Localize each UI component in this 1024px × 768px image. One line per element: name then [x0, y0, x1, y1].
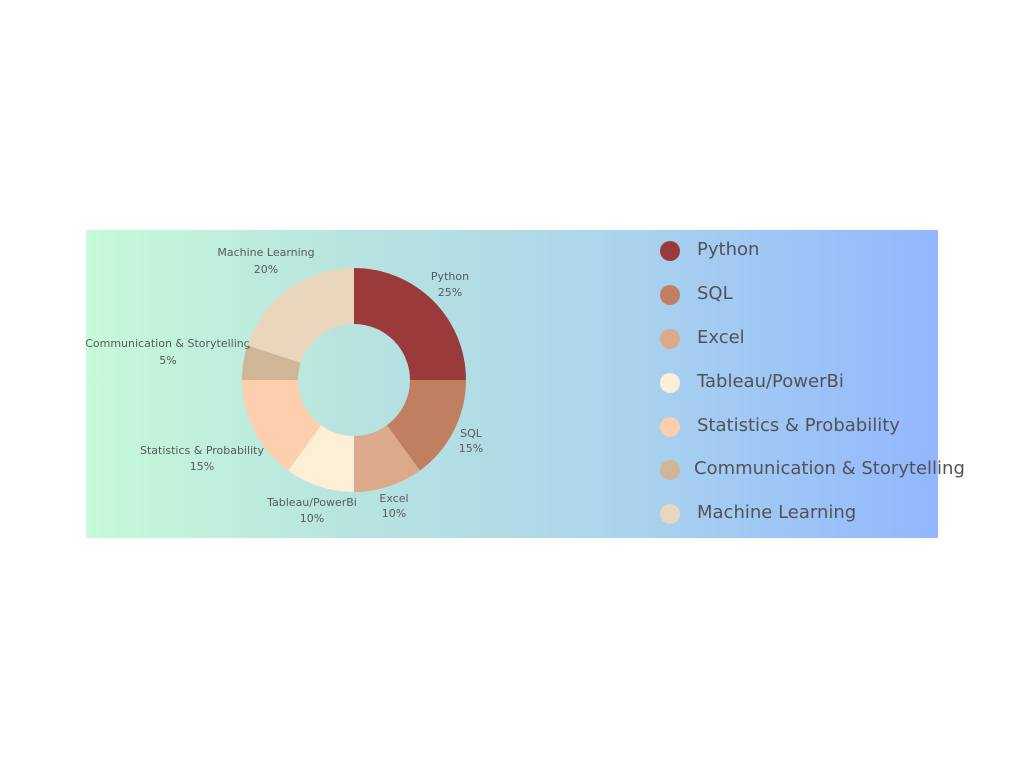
legend-swatch	[660, 460, 680, 480]
slice-label-sql: SQL	[460, 427, 483, 440]
legend-swatch	[660, 329, 680, 349]
slice-label-machine-learning: Machine Learning	[217, 246, 314, 259]
legend-swatch	[660, 241, 680, 261]
legend-label: Excel	[697, 327, 745, 348]
legend-label: Machine Learning	[697, 502, 857, 523]
slice-sql	[386, 380, 466, 471]
legend-label: Statistics & Probability	[697, 415, 900, 436]
legend-label: Tableau/PowerBi	[697, 371, 844, 392]
slice-value-python: 25%	[438, 286, 462, 299]
legend-swatch	[660, 373, 680, 393]
slice-python	[354, 268, 466, 380]
legend-label: SQL	[697, 283, 733, 304]
slice-label-tableau-powerbi: Tableau/PowerBi	[266, 496, 357, 509]
slice-label-excel: Excel	[379, 492, 408, 505]
legend-swatch	[660, 504, 680, 524]
legend-swatch	[660, 285, 680, 305]
slice-machine-learning	[247, 268, 354, 363]
slice-excel	[354, 425, 420, 493]
slice-label-statistics-and-probability: Statistics & Probability	[140, 444, 264, 457]
slice-value-excel: 10%	[382, 507, 406, 520]
slice-label-python: Python	[431, 270, 469, 283]
slice-tableau-powerbi	[288, 425, 354, 492]
legend-label: Communication & Storytelling	[694, 458, 965, 479]
slice-communication-and-storytelling	[242, 345, 301, 380]
legend-label: Python	[697, 239, 760, 260]
slice-value-communication-and-storytelling: 5%	[159, 354, 176, 367]
slice-value-statistics-and-probability: 15%	[190, 460, 214, 473]
slice-statistics-and-probability	[242, 380, 322, 471]
slice-label-communication-and-storytelling: Communication & Storytelling	[85, 337, 251, 350]
legend-swatch	[660, 417, 680, 437]
slice-value-machine-learning: 20%	[254, 263, 278, 276]
chart-panel	[86, 230, 938, 538]
slice-value-sql: 15%	[459, 442, 483, 455]
slice-value-tableau-powerbi: 10%	[300, 512, 324, 525]
